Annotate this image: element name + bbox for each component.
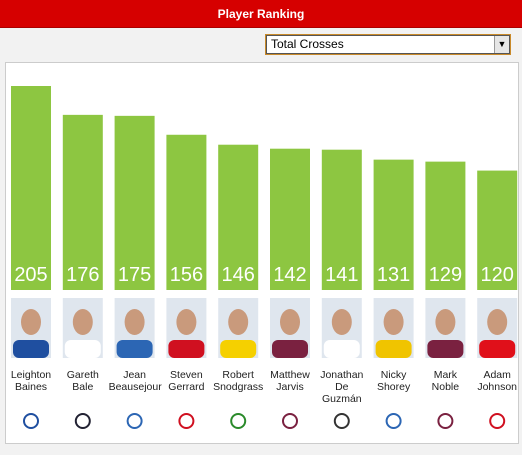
player-photo — [218, 298, 259, 358]
bar — [321, 149, 362, 290]
club-badge — [282, 413, 298, 429]
player-photo — [270, 298, 310, 358]
photo-head — [124, 309, 145, 335]
photo-shirt — [168, 340, 205, 358]
value-label: 120 — [481, 264, 514, 286]
player-name: Steven Gerrard — [168, 369, 205, 393]
photo-shirt — [479, 340, 516, 358]
photo-head — [487, 309, 508, 335]
player-name: Leighton Baines — [10, 369, 52, 393]
dropdown-value: Total Crosses — [271, 37, 344, 51]
photo-head — [280, 309, 300, 335]
value-label: 131 — [377, 264, 410, 286]
player-photo — [477, 298, 518, 358]
photo-head — [228, 309, 249, 335]
value-label: 205 — [14, 264, 47, 286]
photo-shirt — [64, 340, 101, 358]
bar — [11, 86, 51, 290]
player-name: Jonathan De Guzmán — [320, 369, 364, 405]
bar — [218, 144, 259, 290]
stat-dropdown[interactable]: Total Crosses ▼ — [266, 35, 510, 54]
value-label: 141 — [325, 264, 358, 286]
bar — [114, 115, 155, 290]
photo-shirt — [427, 340, 464, 358]
player-name: Robert Snodgrass — [213, 369, 264, 393]
photo-head — [435, 309, 456, 335]
club-badge — [230, 413, 247, 429]
player-photo — [114, 298, 155, 358]
player-name: Gareth Bale — [66, 369, 99, 393]
club-badge — [126, 413, 143, 429]
player-name: Adam Johnson — [477, 369, 518, 393]
club-badge — [437, 413, 454, 429]
photo-head — [72, 309, 93, 335]
club-badge — [74, 413, 91, 429]
value-label: 129 — [429, 264, 462, 286]
photo-shirt — [220, 340, 257, 358]
photo-shirt — [375, 340, 412, 358]
player-name: Jean Beausejour — [108, 369, 162, 393]
photo-shirt — [116, 340, 153, 358]
photo-head — [383, 309, 404, 335]
player-photo — [425, 298, 466, 358]
photo-shirt — [272, 340, 308, 358]
player-name: Mark Noble — [431, 369, 460, 393]
photo-head — [176, 309, 197, 335]
bar — [166, 134, 207, 290]
photo-shirt — [323, 340, 360, 358]
bar — [477, 170, 518, 290]
player-photo — [373, 298, 414, 358]
bar — [270, 148, 310, 290]
player-photo — [321, 298, 362, 358]
bar — [373, 159, 414, 290]
bar — [62, 114, 103, 290]
club-badge — [178, 413, 195, 429]
club-badge — [385, 413, 402, 429]
player-name: Nicky Shorey — [376, 369, 411, 393]
value-label: 175 — [118, 264, 151, 286]
player-name: Matthew Jarvis — [270, 369, 310, 393]
bar — [425, 161, 466, 290]
dropdown-arrow[interactable]: ▼ — [494, 36, 509, 53]
club-badge — [489, 413, 506, 429]
value-label: 146 — [222, 264, 255, 286]
photo-shirt — [13, 340, 49, 358]
value-label: 156 — [170, 264, 203, 286]
value-label: 176 — [66, 264, 99, 286]
club-badge — [333, 413, 350, 429]
header-title: Player Ranking — [0, 0, 522, 28]
player-photo — [62, 298, 103, 358]
value-label: 142 — [273, 264, 306, 286]
club-badge — [23, 413, 39, 429]
photo-head — [331, 309, 352, 335]
player-photo — [166, 298, 207, 358]
photo-head — [21, 309, 41, 335]
player-photo — [11, 298, 51, 358]
